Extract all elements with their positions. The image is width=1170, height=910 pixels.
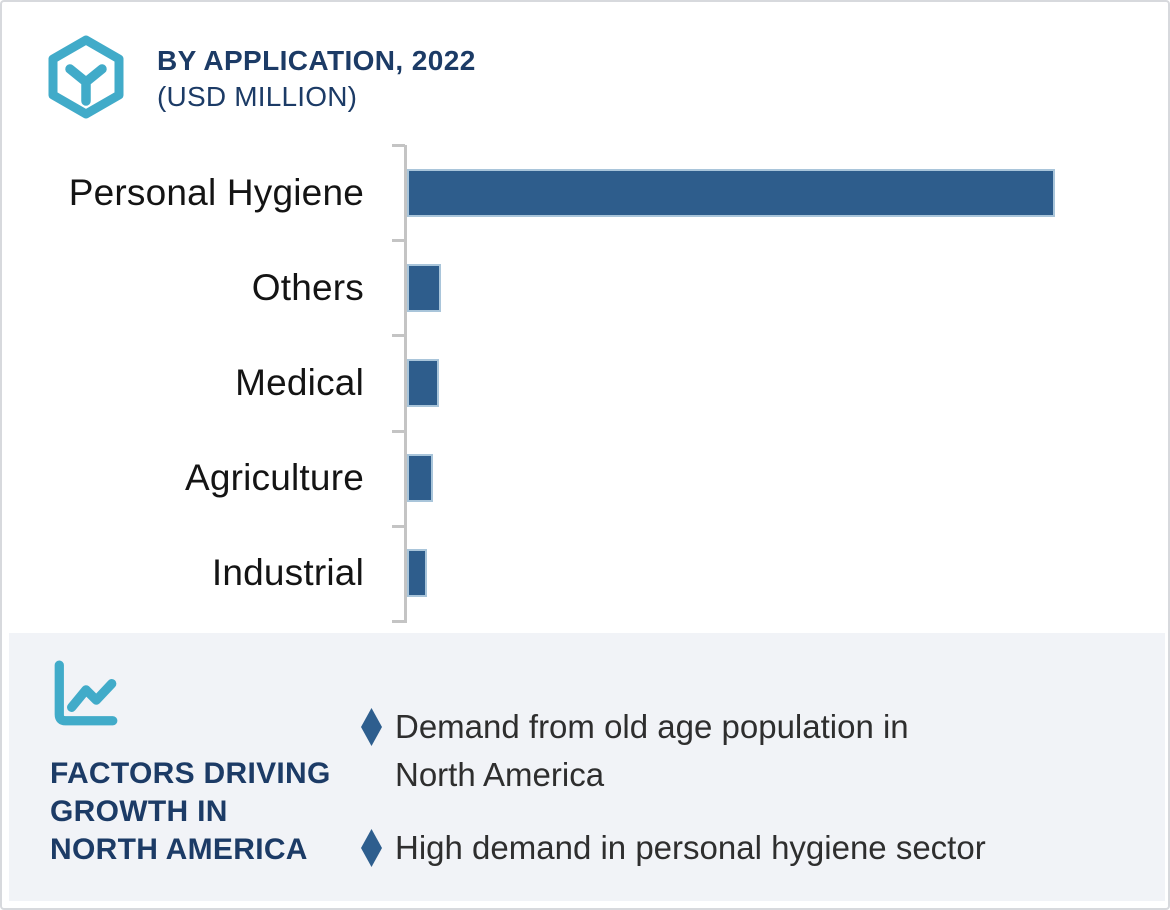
chart-subtitle: (USD MILLION): [157, 81, 358, 112]
bar: [407, 549, 428, 598]
bar: [407, 168, 1055, 217]
bar-row: Medical: [2, 335, 1162, 430]
axis-tick: [392, 429, 405, 433]
axis-tick: [392, 144, 405, 147]
factor-bullet-text: Demand from old age population in North …: [395, 708, 909, 793]
y-axis-line: [404, 145, 407, 623]
bar: [407, 263, 441, 312]
factor-bullet-text: High demand in personal hygiene sector: [395, 829, 986, 866]
bar-row: Others: [2, 240, 1162, 335]
factor-bullet: High demand in personal hygiene sector: [361, 824, 986, 872]
factors-heading: FACTORS DRIVING GROWTH IN NORTH AMERICA: [50, 757, 331, 866]
diamond-icon: [361, 829, 382, 867]
chart-title-block: BY APPLICATION, 2022 (USD MILLION): [157, 42, 476, 115]
axis-tick: [392, 524, 405, 528]
bar-track: [407, 358, 1162, 407]
factors-bullet-list: Demand from old age population in North …: [361, 703, 986, 897]
bar-row: Personal Hygiene: [2, 145, 1162, 240]
bar-track: [407, 168, 1162, 217]
bar-track: [407, 549, 1162, 598]
hexagon-box-icon: [48, 35, 124, 124]
category-label: Agriculture: [184, 457, 364, 499]
bar-row: Agriculture: [2, 431, 1162, 526]
factors-panel: FACTORS DRIVING GROWTH IN NORTH AMERICA …: [9, 633, 1165, 901]
bar-row: Industrial: [2, 526, 1162, 621]
chart-title: BY APPLICATION, 2022: [157, 45, 476, 76]
bar: [407, 454, 433, 503]
category-label: Medical: [235, 361, 364, 403]
axis-tick: [392, 620, 405, 623]
factor-bullet: Demand from old age population in North …: [361, 703, 986, 799]
axis-tick: [392, 239, 405, 243]
bar: [407, 358, 439, 407]
category-label: Industrial: [211, 552, 364, 594]
axis-tick: [392, 334, 405, 338]
bar-track: [407, 454, 1162, 503]
line-chart-icon: [49, 659, 121, 736]
bar-chart: Personal Hygiene Others Medical Agriculture…: [2, 145, 1162, 621]
diamond-icon: [361, 708, 382, 746]
bar-track: [407, 263, 1162, 312]
category-label: Others: [251, 266, 364, 308]
category-label: Personal Hygiene: [68, 171, 364, 213]
